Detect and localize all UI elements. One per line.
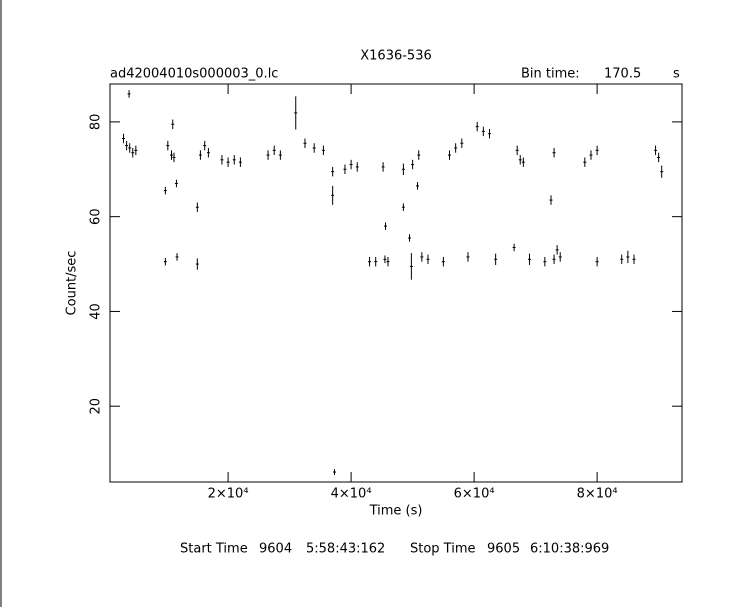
bin-label: Bin time: (521, 67, 580, 82)
chart-title: X1636-536 (360, 49, 432, 64)
x-tick-label: 2×10⁴ (208, 487, 249, 502)
footer-text: Stop Time (410, 542, 476, 557)
bin-unit: s (673, 67, 680, 82)
bin-value: 170.5 (604, 67, 641, 82)
footer-text: 6:10:38:969 (530, 542, 609, 557)
y-tick-label: 80 (89, 114, 104, 131)
footer-text: 9604 (259, 542, 292, 557)
y-axis-label: Count/sec (65, 251, 80, 316)
y-tick-label: 40 (89, 303, 104, 320)
plot-frame (109, 83, 683, 483)
x-tick-label: 4×10⁴ (331, 487, 372, 502)
x-tick-label: 8×10⁴ (577, 487, 618, 502)
footer-text: 9605 (487, 542, 520, 557)
y-tick-label: 20 (89, 398, 104, 415)
footer-text: 5:58:43:162 (306, 542, 385, 557)
y-tick-label: 60 (89, 208, 104, 225)
x-axis-label: Time (s) (369, 504, 423, 519)
file-label: ad42004010s000003_0.lc (110, 67, 278, 82)
x-tick-label: 6×10⁴ (454, 487, 495, 502)
footer-text: Start Time (180, 542, 248, 557)
